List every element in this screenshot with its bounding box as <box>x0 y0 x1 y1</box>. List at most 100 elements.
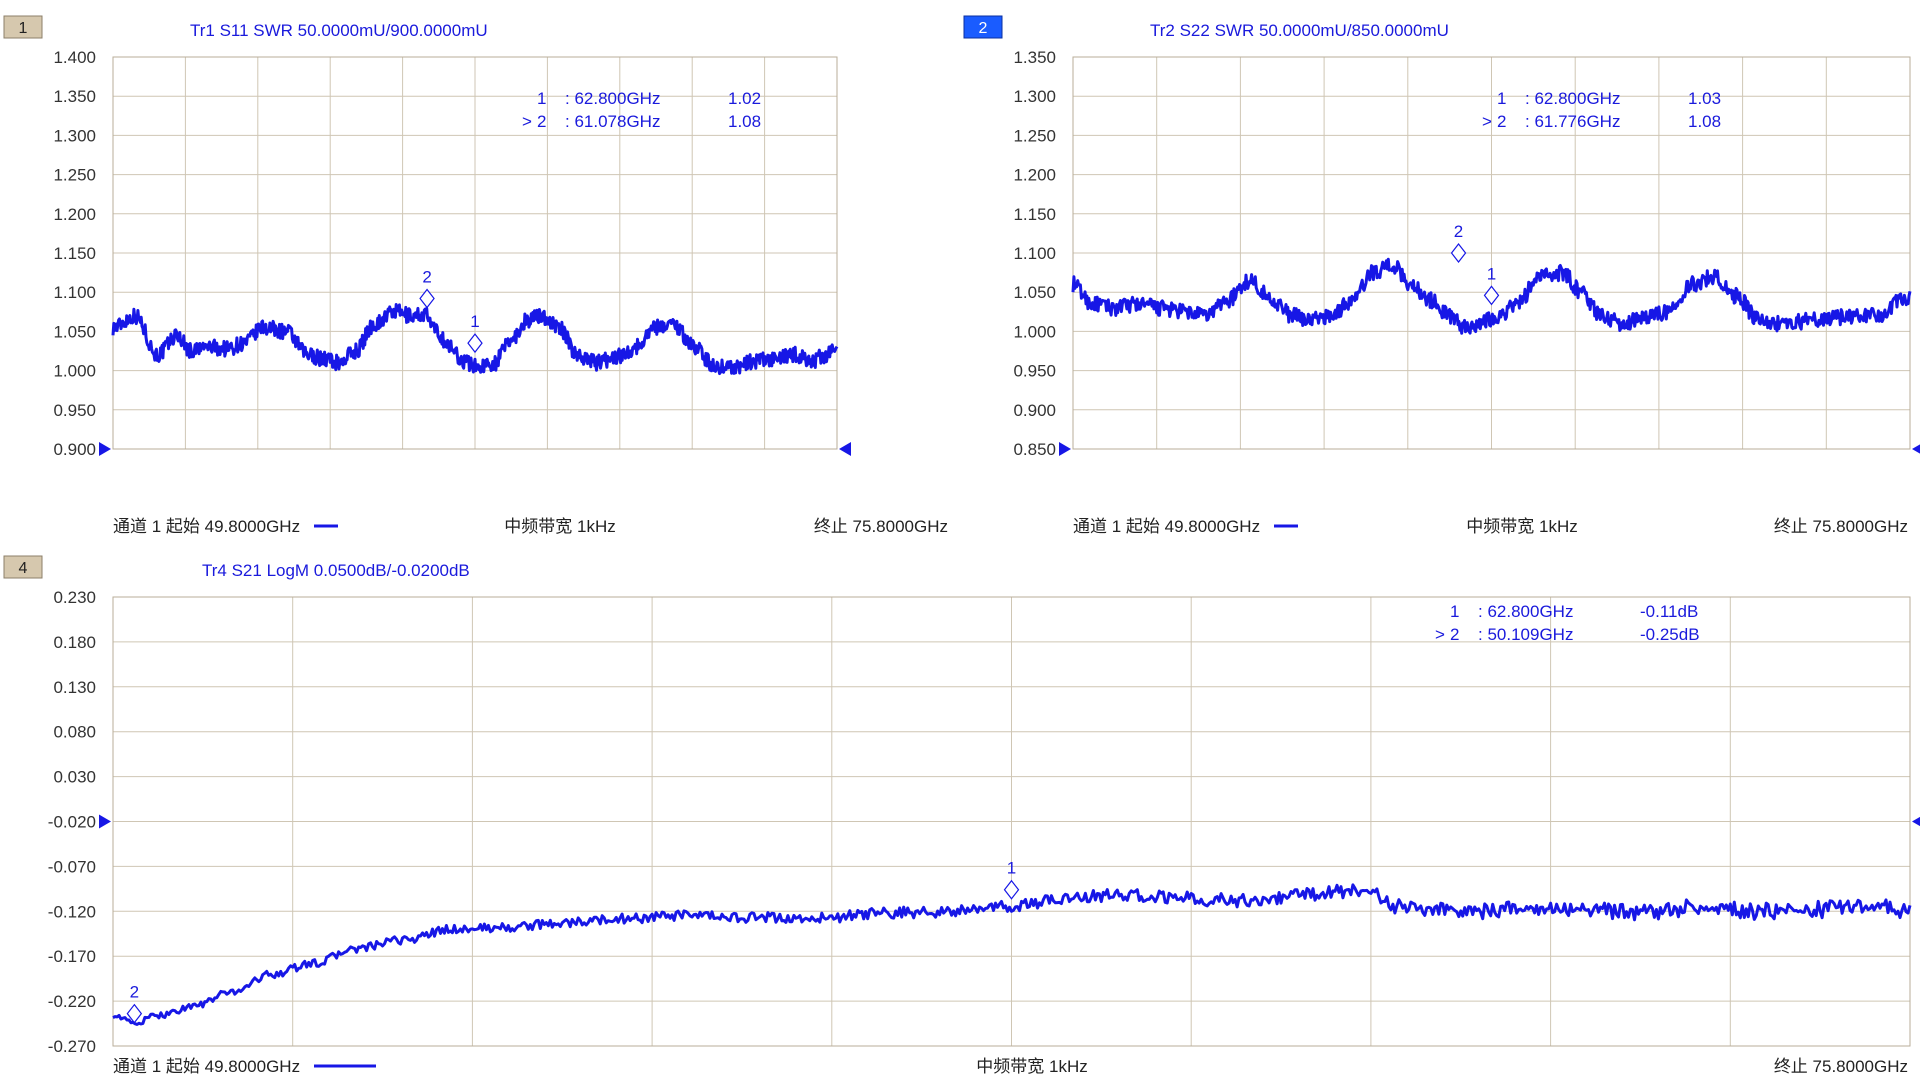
footer-if-bandwidth: 中频带宽 1kHz <box>504 517 615 536</box>
marker-table-id: 1 <box>1497 89 1506 108</box>
trace-panel-s22: 2 Tr2 S22 SWR 50.0000mU/850.0000mU 1.350 1.… <box>963 15 1920 536</box>
marker-table-frequency: : 50.109GHz <box>1478 625 1573 644</box>
marker-table-id: 2 <box>1497 112 1506 131</box>
trace-badge-number: 2 <box>979 20 988 37</box>
y-tick-label: 1.000 <box>53 362 96 381</box>
trace-title: Tr4 S21 LogM 0.0500dB/-0.0200dB <box>202 561 470 580</box>
marker-table-id: 2 <box>1450 625 1459 644</box>
y-tick-label: 1.100 <box>1013 244 1056 263</box>
reference-level-arrow-left[interactable] <box>99 442 111 456</box>
marker-table-value: -0.11dB <box>1640 602 1698 621</box>
footer-stop-frequency: 终止 75.8000GHz <box>814 517 948 536</box>
footer-start-frequency: 通道 1 起始 49.8000GHz <box>113 1057 300 1076</box>
marker-table-value: 1.08 <box>1688 112 1721 131</box>
y-tick-label: 0.130 <box>53 678 96 697</box>
y-tick-label: 1.200 <box>53 205 96 224</box>
measurement-trace <box>112 883 1912 1026</box>
reference-level-arrow-left[interactable] <box>1059 442 1071 456</box>
y-tick-label: -0.120 <box>48 902 96 921</box>
y-tick-label: 1.150 <box>53 244 96 263</box>
y-tick-label: -0.020 <box>48 813 96 832</box>
trace-badge[interactable] <box>3 15 43 39</box>
marker-1-label: 1 <box>1007 859 1016 878</box>
y-tick-label: -0.170 <box>48 947 96 966</box>
y-tick-label: -0.220 <box>48 992 96 1011</box>
active-marker-pointer: > <box>1482 112 1492 131</box>
marker-table-frequency: : 62.800GHz <box>1525 89 1620 108</box>
y-tick-label: 0.950 <box>53 401 96 420</box>
plot-frame <box>1072 56 1911 450</box>
y-tick-label: 0.850 <box>1013 440 1056 459</box>
footer-if-bandwidth: 中频带宽 1kHz <box>976 1057 1087 1076</box>
marker-2-label: 2 <box>130 983 139 1002</box>
y-tick-label: 1.150 <box>1013 205 1056 224</box>
trace-title: Tr2 S22 SWR 50.0000mU/850.0000mU <box>1150 21 1449 40</box>
footer-stop-frequency: 终止 75.8000GHz <box>1774 517 1908 536</box>
y-tick-label: 1.350 <box>53 87 96 106</box>
marker-2-diamond[interactable] <box>1450 243 1467 263</box>
footer-if-bandwidth: 中频带宽 1kHz <box>1466 517 1577 536</box>
y-tick-label: 1.000 <box>1013 322 1056 341</box>
active-marker-pointer: > <box>522 112 532 131</box>
y-tick-label: 1.200 <box>1013 166 1056 185</box>
trace-badge[interactable] <box>3 555 43 579</box>
measurement-trace <box>111 303 839 376</box>
y-tick-label: 0.180 <box>53 633 96 652</box>
marker-table-value: 1.08 <box>728 112 761 131</box>
y-tick-label: -0.270 <box>48 1037 96 1056</box>
reference-level-arrow-left[interactable] <box>99 814 111 829</box>
marker-1-label: 1 <box>1487 264 1496 283</box>
y-tick-label: 1.350 <box>1013 48 1056 67</box>
y-tick-label: 0.230 <box>53 588 96 607</box>
plot-frame <box>112 596 1911 1047</box>
marker-1-diamond[interactable] <box>1483 285 1500 306</box>
y-tick-label: 0.950 <box>1013 362 1056 381</box>
y-tick-label: 1.250 <box>53 166 96 185</box>
marker-1-diamond[interactable] <box>467 333 483 354</box>
marker-table-id: 1 <box>537 89 546 108</box>
plot-frame <box>112 56 838 450</box>
trace-badge-number: 1 <box>19 20 28 37</box>
y-tick-label: 1.250 <box>1013 126 1056 145</box>
marker-table-id: 2 <box>537 112 546 131</box>
trace-title: Tr1 S11 SWR 50.0000mU/900.0000mU <box>190 21 488 40</box>
marker-1-label: 1 <box>470 312 479 331</box>
y-tick-label: 0.030 <box>53 768 96 787</box>
y-tick-label: 0.900 <box>1013 401 1056 420</box>
footer-start-frequency: 通道 1 起始 49.8000GHz <box>1073 517 1260 536</box>
y-tick-label: 1.050 <box>1013 283 1056 302</box>
marker-2-diamond[interactable] <box>419 288 435 309</box>
y-tick-label: 1.100 <box>53 283 96 302</box>
marker-table-value: -0.25dB <box>1640 625 1700 644</box>
reference-level-arrow-right[interactable] <box>1912 815 1920 829</box>
trace-panel-s11: 1 Tr1 S11 SWR 50.0000mU/900.0000mU 1.400 1.… <box>3 15 948 536</box>
trace-badge[interactable] <box>963 15 1003 39</box>
measurement-trace <box>1071 257 1912 335</box>
marker-table-frequency: : 61.776GHz <box>1525 112 1620 131</box>
marker-2-label: 2 <box>1454 222 1463 241</box>
reference-level-arrow-right[interactable] <box>839 442 851 456</box>
marker-table-frequency: : 61.078GHz <box>565 112 660 131</box>
y-tick-label: 1.400 <box>53 48 96 67</box>
marker-table-id: 1 <box>1450 602 1459 621</box>
active-marker-pointer: > <box>1435 625 1445 644</box>
footer-start-frequency: 通道 1 起始 49.8000GHz <box>113 517 300 536</box>
y-tick-label: -0.070 <box>48 857 96 876</box>
marker-table-value: 1.03 <box>1688 89 1721 108</box>
y-tick-label: 1.300 <box>53 126 96 145</box>
marker-table-frequency: : 62.800GHz <box>1478 602 1573 621</box>
trace-badge-number: 4 <box>19 560 28 577</box>
trace-panel-s21: 4 Tr4 S21 LogM 0.0500dB/-0.0200dB 0.230 0.1… <box>3 555 1920 1076</box>
marker-2-diamond[interactable] <box>126 1003 143 1024</box>
y-tick-label: 1.300 <box>1013 87 1056 106</box>
reference-level-arrow-right[interactable] <box>1912 442 1920 456</box>
y-tick-label: 0.080 <box>53 723 96 742</box>
marker-1-diamond[interactable] <box>1003 879 1020 900</box>
footer-stop-frequency: 终止 75.8000GHz <box>1774 1057 1908 1076</box>
marker-table-value: 1.02 <box>728 89 761 108</box>
marker-table-frequency: : 62.800GHz <box>565 89 660 108</box>
y-tick-label: 1.050 <box>53 322 96 341</box>
y-tick-label: 0.900 <box>53 440 96 459</box>
marker-2-label: 2 <box>422 267 431 286</box>
